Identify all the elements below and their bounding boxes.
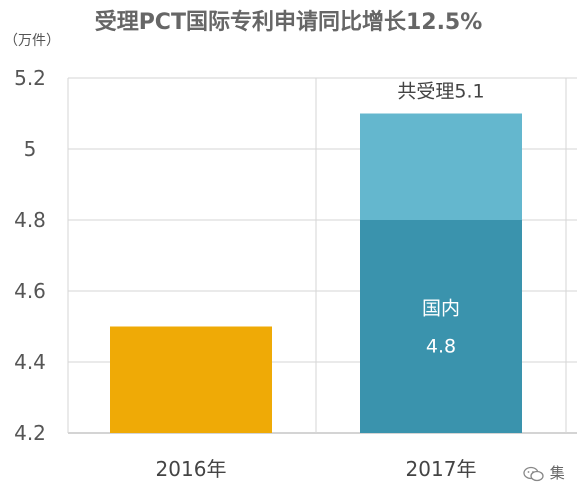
bar-2016年-segment-0 <box>110 326 272 433</box>
bar-total-label: 共受理5.1 <box>397 81 484 103</box>
segment-label: 国内 <box>422 298 460 320</box>
segment-value-label: 4.8 <box>426 336 456 358</box>
bar-layer <box>110 113 522 433</box>
y-tick-label: 4.2 <box>14 421 46 445</box>
y-axis-unit-label: （万件） <box>4 33 60 49</box>
y-tick-label: 4.6 <box>14 279 46 303</box>
watermark: 集 <box>523 462 565 483</box>
x-category-label: 2016年 <box>156 457 227 481</box>
watermark-text: 集 <box>549 464 565 482</box>
bar-2017年-segment-1 <box>360 113 522 220</box>
x-category-label: 2017年 <box>406 457 477 481</box>
y-tick-label: 4.8 <box>14 208 46 232</box>
wechat-icon <box>523 466 544 481</box>
y-tick-label: 4.4 <box>14 350 46 374</box>
y-tick-label: 5 <box>24 137 37 161</box>
bar-2017年-segment-0 <box>360 220 522 433</box>
y-tick-label: 5.2 <box>14 66 46 90</box>
chart-title: 受理PCT国际专利申请同比增长12.5% <box>94 10 483 35</box>
label-layer: 4.2 4.4 4.6 4.8 5 5.2 2016年 国内 4.8 共受理5.1 2017年 <box>14 66 485 481</box>
